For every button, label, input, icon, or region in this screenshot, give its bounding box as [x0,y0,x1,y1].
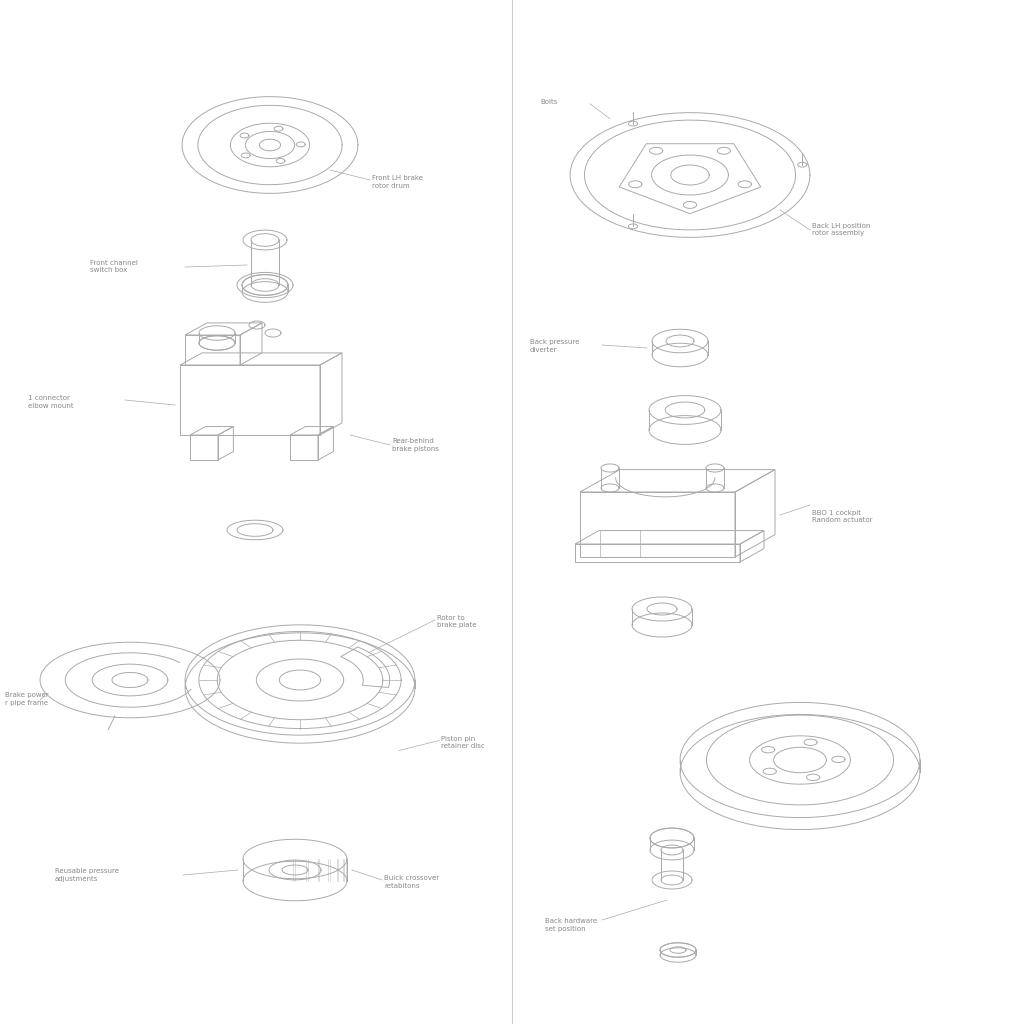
Text: 1 connector
elbow mount: 1 connector elbow mount [28,395,74,409]
Text: Reusable pressure
adjustments: Reusable pressure adjustments [55,868,119,882]
Text: Back hardware
set position: Back hardware set position [545,918,597,932]
Text: Rear-behind
brake pistons: Rear-behind brake pistons [392,438,439,452]
Text: Buick crossover
retabitons: Buick crossover retabitons [384,874,439,889]
Text: Front LH brake
rotor drum: Front LH brake rotor drum [372,175,423,188]
Text: Rotor to
brake plate: Rotor to brake plate [437,615,476,629]
Text: Back LH position
rotor assembly: Back LH position rotor assembly [812,223,870,237]
Text: Piston pin
retainer disc: Piston pin retainer disc [441,735,484,749]
Text: BBO 1 cockpit
Random actuator: BBO 1 cockpit Random actuator [812,510,872,523]
Text: Front channel
switch box: Front channel switch box [90,260,138,273]
Text: Back pressure
diverter: Back pressure diverter [530,339,580,352]
Text: Brake power
r pipe frame: Brake power r pipe frame [5,692,49,706]
Text: Bolts: Bolts [540,99,557,104]
